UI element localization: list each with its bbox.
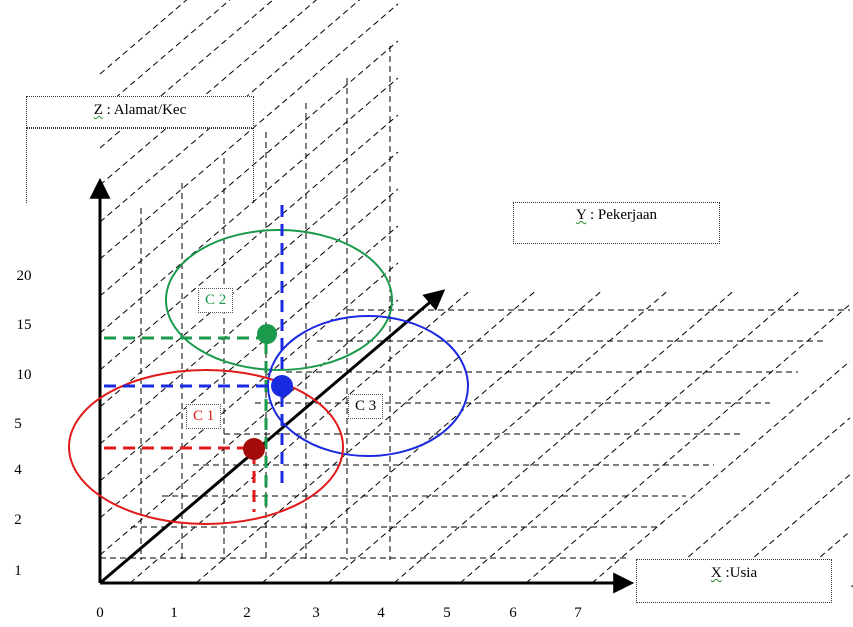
- z-tick-label: 20: [17, 268, 32, 284]
- z-tick-label: 4: [14, 462, 22, 478]
- cluster-c3-label: C 3: [348, 394, 384, 419]
- grid-diagonal-line: [99, 0, 361, 223]
- grid-diagonal-line: [99, 262, 399, 519]
- grid-diagonal-line: [99, 40, 399, 297]
- grid-diagonal-line: [99, 225, 399, 482]
- z-tick-labels: 1 2 4 5 10 15 20: [14, 268, 31, 579]
- grid-diagonal-line: [99, 151, 399, 408]
- c3-guides: [104, 205, 284, 490]
- z-tick-label: 5: [14, 416, 22, 432]
- cluster-c2-label: C 2: [198, 288, 234, 313]
- z-axis-letter: Z: [93, 102, 103, 118]
- y-axis: [99, 289, 446, 585]
- c2-guides: [104, 336, 268, 512]
- centroid-c3-dot: [271, 375, 293, 397]
- cluster-c1-circle: [68, 369, 344, 525]
- centroid-c2-dot: [257, 324, 277, 344]
- z-axis-label: Z : Alamat/Kec: [27, 102, 253, 119]
- grid-diagonal-line: [99, 77, 399, 334]
- z-tick-label: 15: [17, 317, 32, 333]
- grid-diagonal-line: [99, 299, 399, 556]
- x-axis-label-box: X :Usia: [636, 559, 832, 603]
- grid-floor-diagonal-line: [393, 290, 735, 584]
- x-tick-label: 1: [170, 605, 178, 621]
- grid-floor-diagonal-line: [327, 290, 669, 584]
- cluster-c1-label: C 1: [186, 404, 222, 429]
- grid-diagonal-line: [99, 114, 399, 371]
- grid-diagonal-line: [99, 188, 399, 445]
- grid-diagonal-line: [99, 0, 317, 186]
- z-axis-title: : Alamat/Kec: [102, 102, 187, 118]
- grid-floor-diagonal-line: [657, 417, 851, 584]
- z-axis-label-box: Z : Alamat/Kec: [26, 96, 254, 128]
- x-tick-label: 7: [574, 605, 582, 621]
- z-tick-label: 2: [14, 512, 22, 528]
- x-tick-label: 5: [443, 605, 451, 621]
- grid-floor-diagonal-line: [261, 290, 603, 584]
- x-tick-label: 0: [96, 605, 104, 621]
- grid-diagonal-line: [99, 3, 399, 260]
- x-tick-label: 2: [243, 605, 251, 621]
- x-axis-title: :Usia: [721, 565, 758, 581]
- x-tick-label: 4: [377, 605, 385, 621]
- grid-floor-diagonal-line: [591, 360, 851, 584]
- z-tick-label: 1: [14, 563, 22, 579]
- dashed-grid: [99, 0, 853, 589]
- z-tick-label: 10: [17, 367, 32, 383]
- y-axis-label: Y : Pekerjaan: [514, 207, 719, 224]
- grid-floor-diagonal-line: [195, 290, 537, 584]
- y-axis-label-box: Y : Pekerjaan: [513, 202, 720, 244]
- x-tick-label: 3: [312, 605, 320, 621]
- grid-floor-diagonal-line: [525, 303, 851, 584]
- grid-diagonal-line: [99, 0, 231, 112]
- centroid-c1-dot: [243, 438, 265, 460]
- x-tick-label: 6: [509, 605, 517, 621]
- grid-diagonal-line: [99, 0, 188, 75]
- grid-floor-diagonal-line: [723, 474, 851, 584]
- z-label-frame: [26, 128, 254, 203]
- grid-floor-diagonal-line: [459, 290, 801, 584]
- c1-guides: [104, 446, 256, 512]
- x-axis-label: X :Usia: [637, 565, 831, 582]
- cluster-c2-circle: [165, 229, 393, 371]
- x-axis-letter: X: [710, 565, 722, 581]
- x-tick-labels: 0 1 2 3 4 5 6 7: [96, 605, 582, 621]
- y-axis-letter: Y: [575, 207, 587, 223]
- y-axis-title: : Pekerjaan: [586, 207, 658, 223]
